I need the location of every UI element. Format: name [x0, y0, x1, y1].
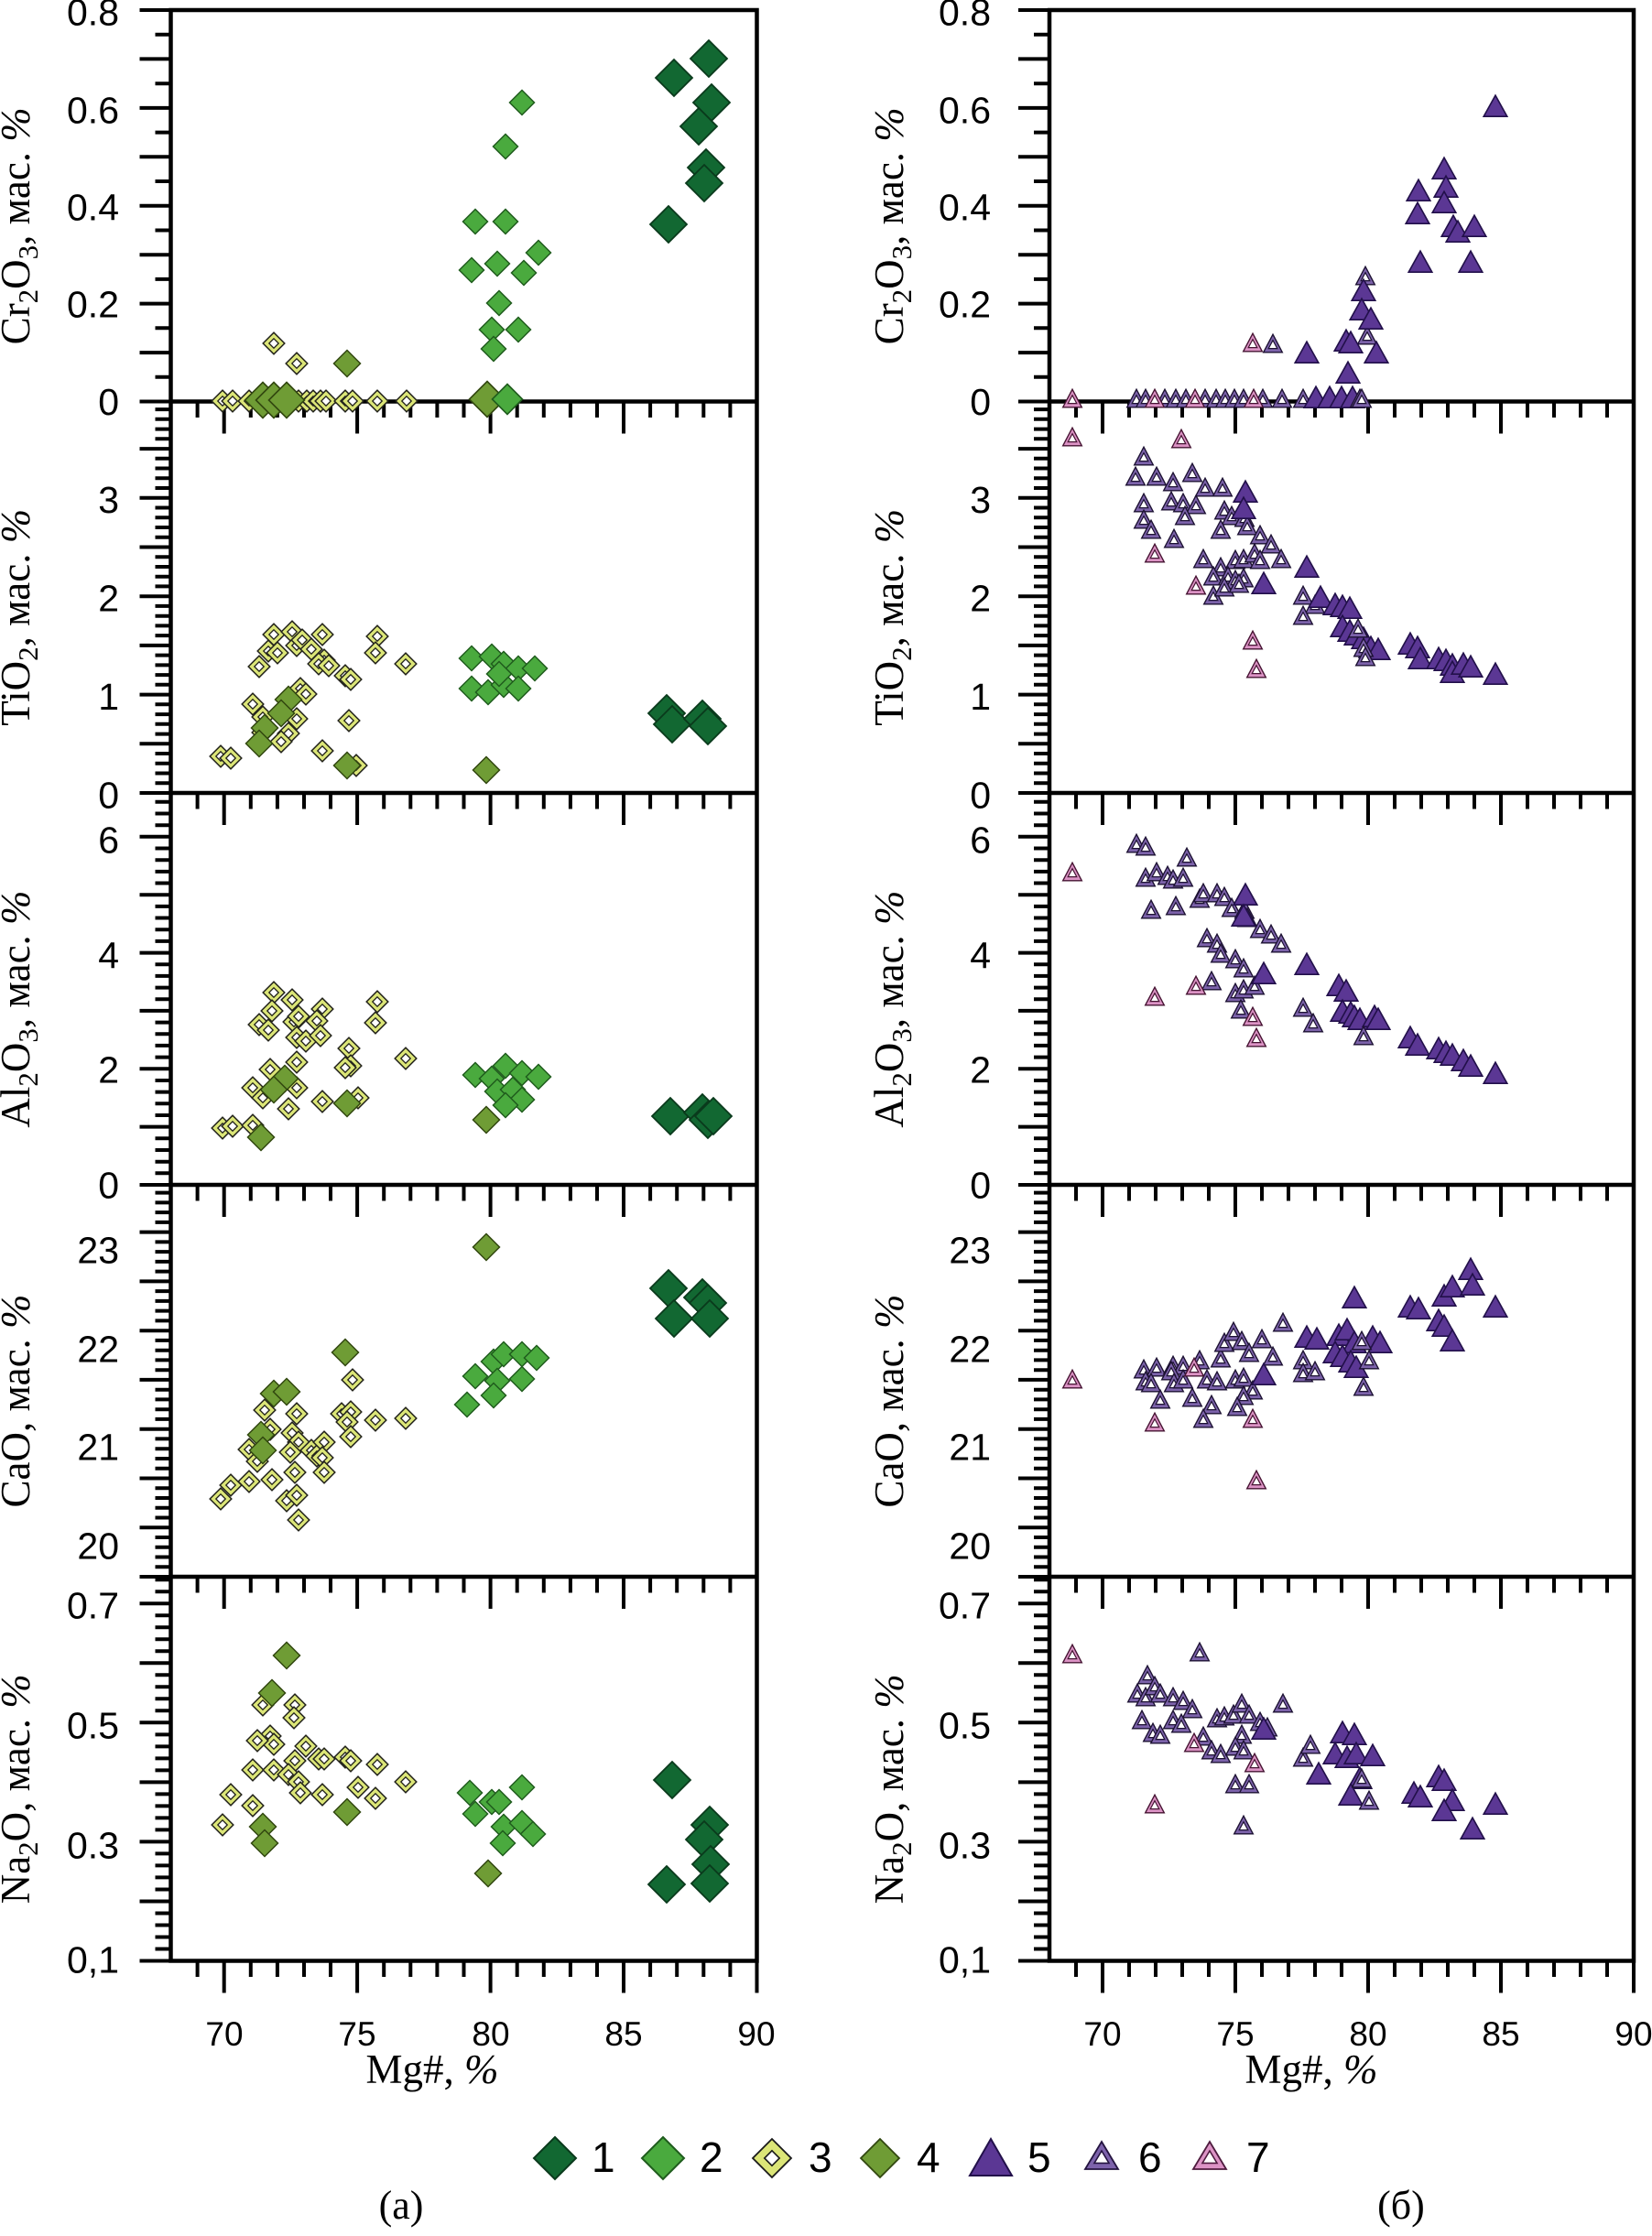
svg-text:4: 4 [970, 935, 991, 977]
svg-text:75: 75 [338, 2015, 375, 2053]
svg-text:0.2: 0.2 [939, 284, 991, 326]
svg-text:90: 90 [737, 2015, 775, 2053]
svg-text:5: 5 [1027, 2133, 1051, 2181]
svg-text:TiO2, мас. %: TiO2, мас. % [866, 509, 918, 726]
svg-text:3: 3 [98, 479, 119, 521]
svg-text:0.5: 0.5 [67, 1705, 119, 1747]
svg-text:0.4: 0.4 [67, 187, 119, 229]
svg-text:2: 2 [970, 1049, 991, 1091]
svg-text:0.8: 0.8 [67, 0, 119, 34]
svg-text:Al2O3, мас. %: Al2O3, мас. % [866, 890, 918, 1127]
svg-text:Cr2O3, мас. %: Cr2O3, мас. % [0, 107, 44, 344]
svg-text:CaO, мас. %: CaO, мас. % [0, 1294, 38, 1507]
svg-text:4: 4 [98, 935, 119, 977]
svg-text:0.7: 0.7 [939, 1585, 991, 1627]
svg-text:75: 75 [1216, 2015, 1254, 2053]
svg-text:85: 85 [604, 2015, 642, 2053]
svg-text:0: 0 [98, 381, 119, 423]
svg-text:0,1: 0,1 [67, 1939, 119, 1981]
svg-text:22: 22 [77, 1329, 119, 1371]
svg-text:0.6: 0.6 [67, 90, 119, 132]
svg-text:Cr2O3, мас. %: Cr2O3, мас. % [866, 107, 918, 344]
svg-text:(б): (б) [1377, 2183, 1425, 2228]
svg-text:2: 2 [970, 578, 991, 620]
svg-text:0,1: 0,1 [939, 1939, 991, 1981]
svg-text:23: 23 [77, 1230, 119, 1272]
svg-text:0.7: 0.7 [67, 1585, 119, 1627]
svg-text:0.5: 0.5 [939, 1705, 991, 1747]
svg-text:4: 4 [917, 2133, 940, 2181]
svg-text:21: 21 [949, 1427, 991, 1469]
svg-text:23: 23 [949, 1230, 991, 1272]
svg-text:6: 6 [98, 820, 119, 862]
svg-text:0.8: 0.8 [939, 0, 991, 34]
svg-text:CaO, мас. %: CaO, мас. % [866, 1294, 912, 1507]
svg-text:7: 7 [1246, 2133, 1270, 2181]
svg-text:0.3: 0.3 [67, 1825, 119, 1867]
svg-text:0.6: 0.6 [939, 90, 991, 132]
svg-text:2: 2 [98, 578, 119, 620]
svg-text:0: 0 [970, 775, 991, 817]
svg-text:Na2O, мас. %: Na2O, мас. % [866, 1674, 918, 1904]
svg-text:22: 22 [949, 1329, 991, 1371]
svg-text:80: 80 [1349, 2015, 1386, 2053]
svg-text:70: 70 [1083, 2015, 1121, 2053]
svg-text:3: 3 [970, 479, 991, 521]
svg-text:6: 6 [970, 820, 991, 862]
svg-text:80: 80 [472, 2015, 509, 2053]
svg-text:20: 20 [949, 1525, 991, 1568]
svg-text:2: 2 [700, 2133, 723, 2181]
svg-text:2: 2 [98, 1049, 119, 1091]
svg-text:20: 20 [77, 1525, 119, 1568]
svg-text:Mg#, %: Mg#, % [1244, 2046, 1377, 2092]
svg-text:90: 90 [1614, 2015, 1652, 2053]
svg-text:85: 85 [1482, 2015, 1519, 2053]
svg-text:(а): (а) [379, 2183, 424, 2228]
svg-text:0: 0 [970, 381, 991, 423]
svg-text:0: 0 [98, 775, 119, 817]
svg-text:1: 1 [970, 676, 991, 718]
svg-text:Al2O3, мас. %: Al2O3, мас. % [0, 890, 44, 1127]
svg-text:0.3: 0.3 [939, 1825, 991, 1867]
svg-text:0: 0 [970, 1165, 991, 1207]
svg-text:3: 3 [809, 2133, 832, 2181]
svg-text:0.4: 0.4 [939, 187, 991, 229]
svg-text:6: 6 [1138, 2133, 1162, 2181]
svg-text:70: 70 [205, 2015, 243, 2053]
svg-text:Mg#, %: Mg#, % [365, 2046, 498, 2092]
svg-text:1: 1 [592, 2133, 615, 2181]
svg-text:TiO2, мас. %: TiO2, мас. % [0, 509, 44, 726]
svg-text:21: 21 [77, 1427, 119, 1469]
svg-text:Na2O, мас. %: Na2O, мас. % [0, 1674, 44, 1904]
svg-text:0.2: 0.2 [67, 284, 119, 326]
svg-text:1: 1 [98, 676, 119, 718]
svg-text:0: 0 [98, 1165, 119, 1207]
